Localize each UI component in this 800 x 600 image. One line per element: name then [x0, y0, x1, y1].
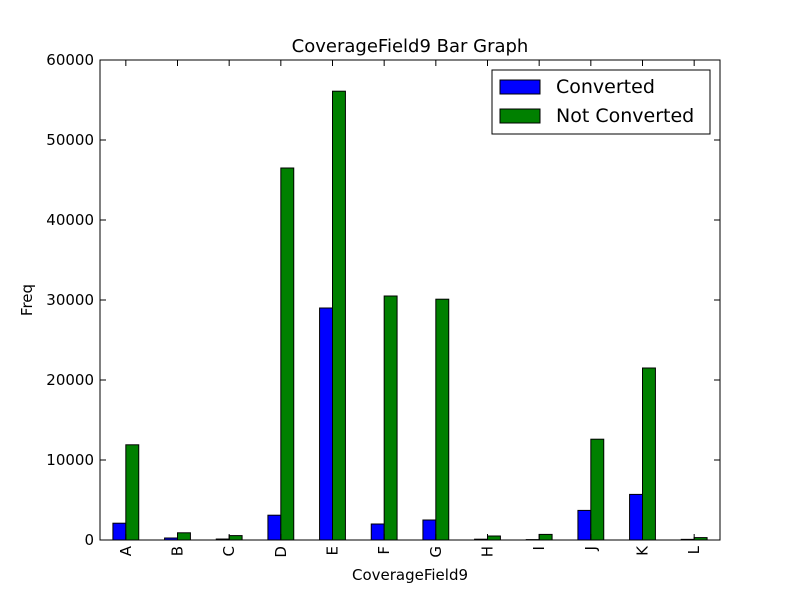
legend: Converted Not Converted	[491, 69, 711, 135]
bar-J-converted	[577, 509, 592, 541]
x-tick-label: B	[169, 546, 187, 556]
bar-J-not-converted	[590, 438, 605, 541]
x-tick-label: F	[375, 546, 393, 555]
bar-K-not-converted	[642, 367, 656, 541]
bar-E-not-converted	[332, 90, 346, 541]
x-tick-label: C	[220, 546, 238, 556]
bar-C-not-converted	[228, 535, 243, 541]
x-tick-label: D	[272, 546, 290, 558]
x-axis-label: CoverageField9	[352, 566, 468, 584]
bar-H-not-converted	[487, 535, 501, 541]
x-tick-label: I	[530, 546, 548, 550]
bar-A-not-converted	[125, 444, 140, 541]
y-tick-label: 30000	[46, 291, 94, 309]
bar-G-converted	[422, 519, 437, 541]
legend-swatch	[499, 108, 541, 124]
legend-swatch	[499, 79, 541, 95]
bar-I-not-converted	[538, 533, 553, 541]
x-tick-label: J	[582, 546, 600, 551]
x-axis: A B C D E F G H I J K L	[117, 60, 703, 558]
y-axis: 0 10000 20000 30000 40000 50000 60000	[46, 51, 720, 549]
y-tick-label: 50000	[46, 131, 94, 149]
x-tick-label: H	[479, 546, 497, 557]
y-tick-label: 40000	[46, 211, 94, 229]
y-axis-label: Freq	[18, 284, 36, 316]
bar-B-not-converted	[177, 532, 191, 541]
x-tick-label: L	[685, 545, 703, 554]
y-tick-label: 0	[84, 531, 94, 549]
bar-F-converted	[370, 523, 385, 541]
x-tick-label: K	[634, 545, 652, 556]
bar-K-converted	[629, 493, 643, 541]
y-tick-label: 60000	[46, 51, 94, 69]
legend-label: Not Converted	[556, 105, 694, 127]
chart-title: CoverageField9 Bar Graph	[292, 36, 529, 57]
y-tick-label: 20000	[46, 371, 94, 389]
legend-label: Converted	[556, 76, 655, 98]
bar-D-converted	[267, 514, 282, 541]
bar-A-converted	[112, 522, 127, 541]
x-tick-label: G	[427, 546, 445, 558]
bar-G-not-converted	[435, 298, 450, 541]
y-tick-label: 10000	[46, 451, 94, 469]
bar-F-not-converted	[383, 295, 398, 541]
bar-E-converted	[319, 307, 334, 541]
x-tick-label: E	[324, 546, 342, 555]
x-tick-label: A	[117, 545, 135, 556]
bar-D-not-converted	[280, 167, 295, 541]
bars-group	[112, 90, 708, 541]
